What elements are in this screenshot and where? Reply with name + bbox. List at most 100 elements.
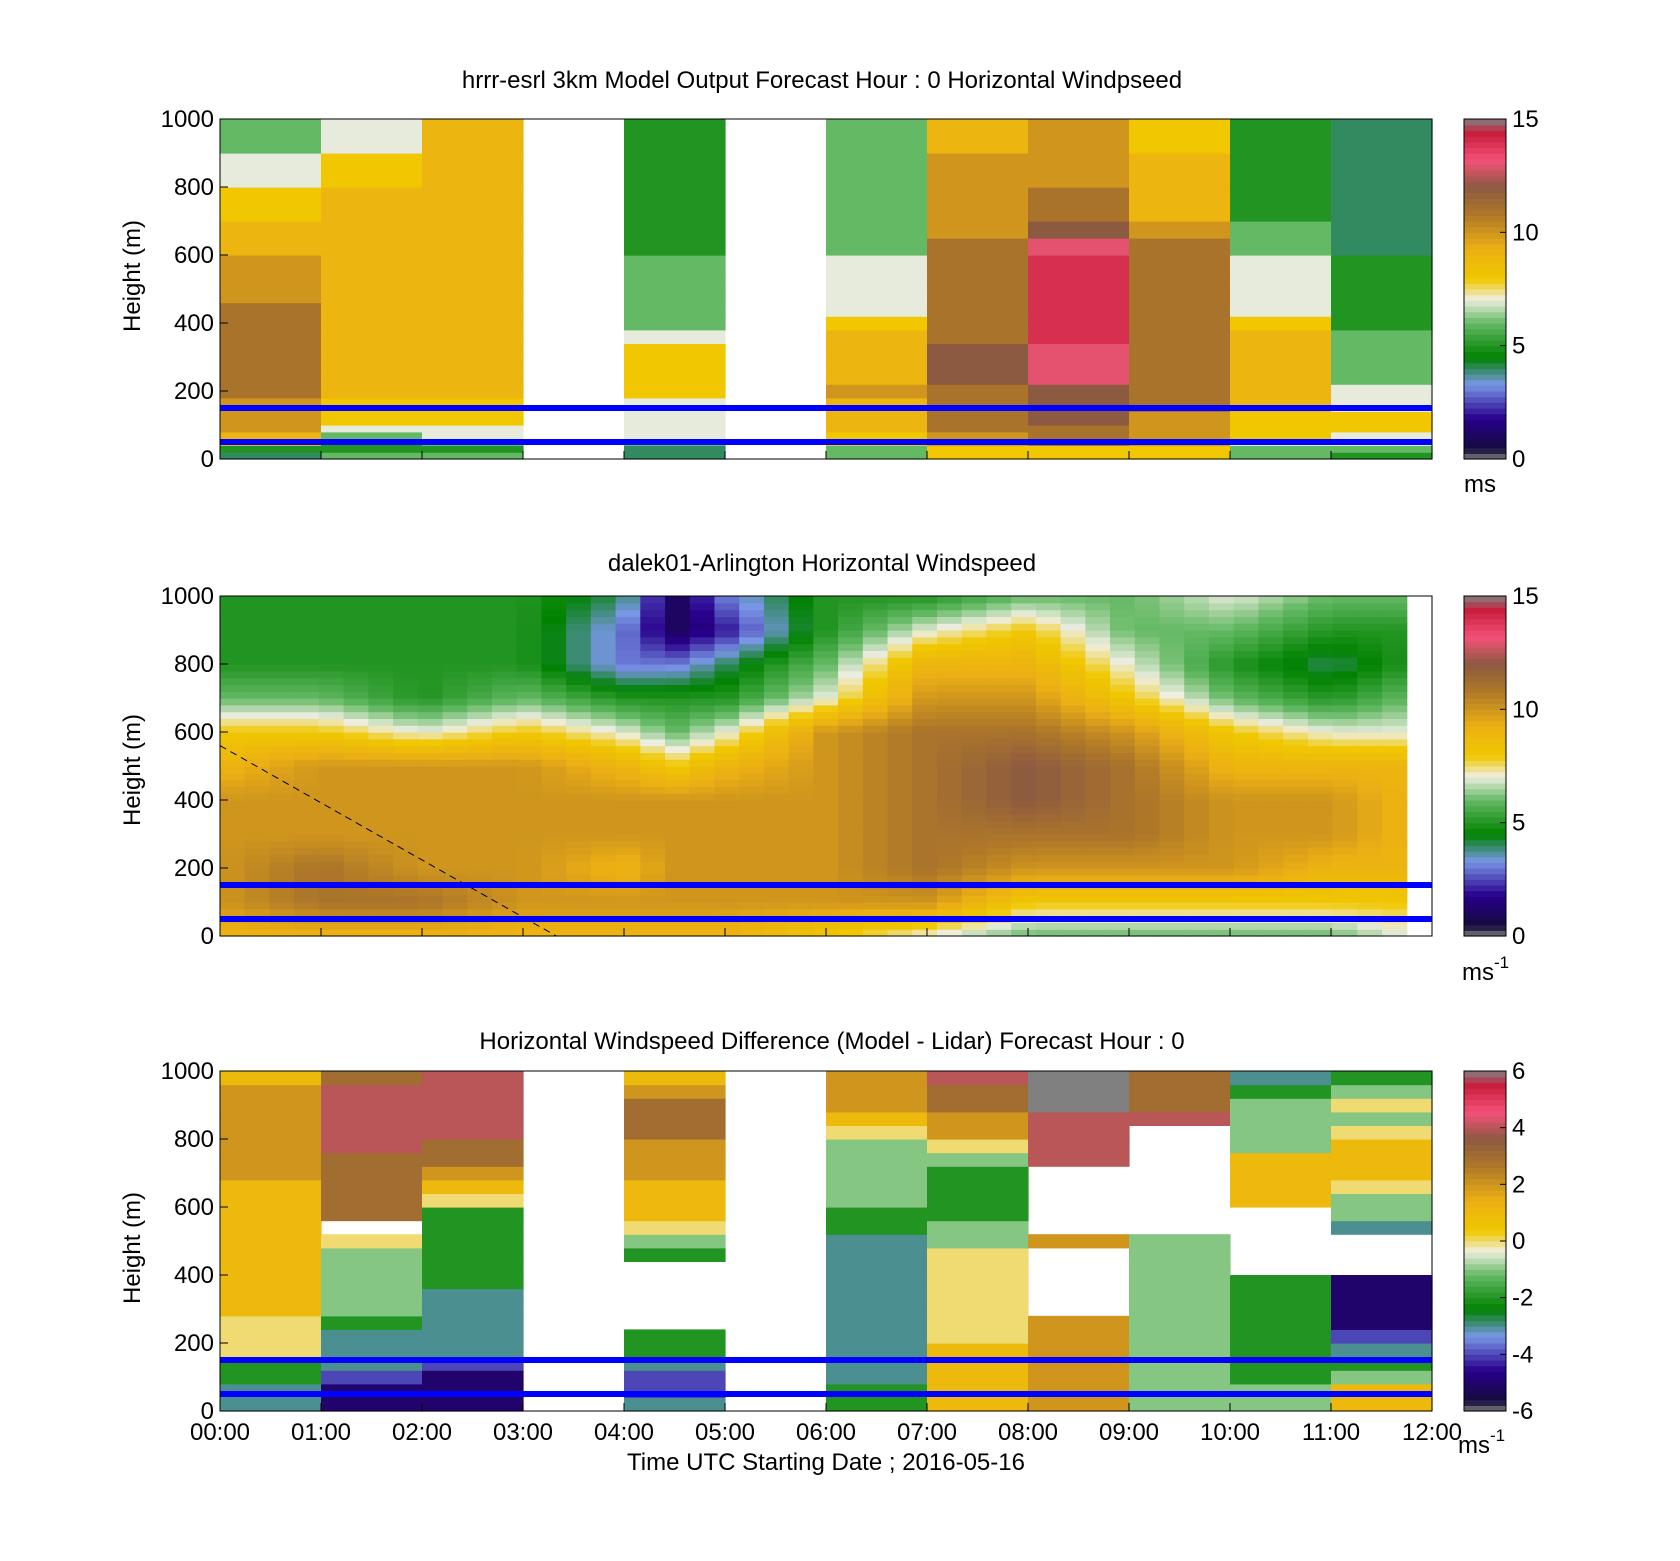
heatmap-cell: [1134, 630, 1161, 638]
colorbar-swatch: [1464, 788, 1506, 795]
heatmap-cell: [1028, 1071, 1130, 1086]
heatmap-cell: [813, 704, 839, 713]
heatmap-cell: [1357, 806, 1383, 815]
heatmap-cell: [321, 384, 423, 399]
heatmap-cell: [624, 1234, 726, 1249]
heatmap-cell: [887, 670, 913, 679]
heatmap-cell: [1258, 670, 1284, 679]
heatmap-cell: [912, 922, 938, 930]
heatmap-cell: [1208, 861, 1235, 869]
heatmap-cell: [1035, 630, 1062, 638]
heatmap-cell: [1307, 732, 1334, 740]
heatmap-cell: [1134, 636, 1161, 645]
heatmap-cell: [1085, 657, 1111, 665]
colorbar-swatch: [1464, 635, 1506, 642]
heatmap-cell: [739, 596, 765, 604]
heatmap-cell: [826, 452, 928, 460]
heatmap-cell: [1110, 922, 1136, 930]
heatmap-cell: [422, 1275, 524, 1290]
heatmap-cell: [541, 895, 567, 903]
heatmap-cell: [566, 745, 592, 753]
heatmap-cell: [665, 684, 691, 692]
heatmap-cell: [1035, 902, 1062, 910]
heatmap-cell: [1035, 922, 1062, 930]
heatmap-cell: [1331, 357, 1433, 372]
heatmap-cell: [927, 255, 1029, 273]
heatmap-cell: [887, 874, 913, 883]
heatmap-cell: [1129, 1302, 1231, 1317]
heatmap-cell: [986, 677, 1012, 685]
heatmap-cell: [318, 670, 345, 679]
heatmap-cell: [763, 888, 790, 896]
heatmap-cell: [1230, 357, 1332, 372]
heatmap-cell: [927, 289, 1029, 304]
heatmap-cell: [1382, 766, 1408, 774]
heatmap-cell: [491, 718, 518, 726]
heatmap-cell: [1382, 786, 1408, 794]
heatmap-cell: [887, 752, 913, 760]
heatmap-cell: [368, 840, 394, 849]
heatmap-cell: [936, 779, 963, 787]
heatmap-cell: [541, 861, 567, 869]
heatmap-cell: [1230, 1152, 1332, 1167]
heatmap-cell: [244, 902, 271, 910]
heatmap-cell: [714, 847, 740, 855]
heatmap-cell: [887, 664, 913, 672]
heatmap-cell: [343, 874, 369, 883]
heatmap-cell: [467, 718, 493, 726]
heatmap-cell: [516, 902, 543, 910]
heatmap-cell: [1331, 1193, 1433, 1208]
heatmap-cell: [763, 772, 790, 781]
heatmap-cell: [1357, 623, 1383, 631]
heatmap-cell: [714, 820, 740, 828]
heatmap-cell: [1331, 431, 1433, 440]
colorbar-swatch: [1464, 618, 1506, 625]
heatmap-cell: [1129, 1288, 1231, 1303]
heatmap-cell: [640, 840, 666, 849]
heatmap-cell: [467, 738, 493, 747]
heatmap-cell: [624, 1111, 726, 1126]
heatmap-cell: [826, 289, 928, 304]
heatmap-cell: [269, 718, 295, 726]
heatmap-cell: [566, 840, 592, 849]
heatmap-cell: [1035, 732, 1062, 740]
colorbar-swatch: [1464, 1161, 1506, 1168]
heatmap-cell: [927, 370, 1029, 385]
heatmap-cell: [986, 888, 1012, 896]
heatmap-cell: [615, 779, 641, 787]
heatmap-cell: [1331, 1111, 1433, 1126]
heatmap-cell: [936, 874, 963, 883]
heatmap-cell: [566, 670, 592, 679]
heatmap-cell: [1331, 289, 1433, 304]
heatmap-cell: [467, 623, 493, 631]
heatmap-cell: [1028, 238, 1130, 256]
heatmap-cell: [862, 847, 889, 855]
heatmap-cell: [220, 272, 322, 290]
colorbar-swatch: [1464, 800, 1506, 807]
heatmap-cell: [294, 609, 320, 617]
heatmap-cell: [788, 834, 814, 842]
heatmap-cell: [665, 888, 691, 896]
heatmap-cell: [1332, 636, 1358, 645]
heatmap-cell: [318, 657, 345, 665]
heatmap-cell: [615, 813, 641, 821]
heatmap-cell: [936, 732, 963, 740]
heatmap-cell: [739, 752, 765, 760]
heatmap-cell: [763, 806, 790, 815]
heatmap-cell: [912, 874, 938, 883]
heatmap-cell: [566, 793, 592, 801]
heatmap-cell: [1035, 657, 1062, 665]
panel2-ylabel: Height (m): [119, 714, 146, 826]
x-tick-label: 02:00: [392, 1419, 452, 1446]
heatmap-cell: [321, 153, 423, 188]
heatmap-cell: [1159, 895, 1185, 903]
heatmap-cell: [442, 888, 468, 896]
heatmap-cell: [368, 820, 394, 828]
heatmap-cell: [788, 691, 814, 699]
heatmap-cell: [442, 670, 468, 679]
heatmap-cell: [1129, 329, 1231, 344]
heatmap-cell: [516, 664, 543, 672]
heatmap-cell: [1258, 779, 1284, 787]
heatmap-cell: [269, 698, 295, 706]
